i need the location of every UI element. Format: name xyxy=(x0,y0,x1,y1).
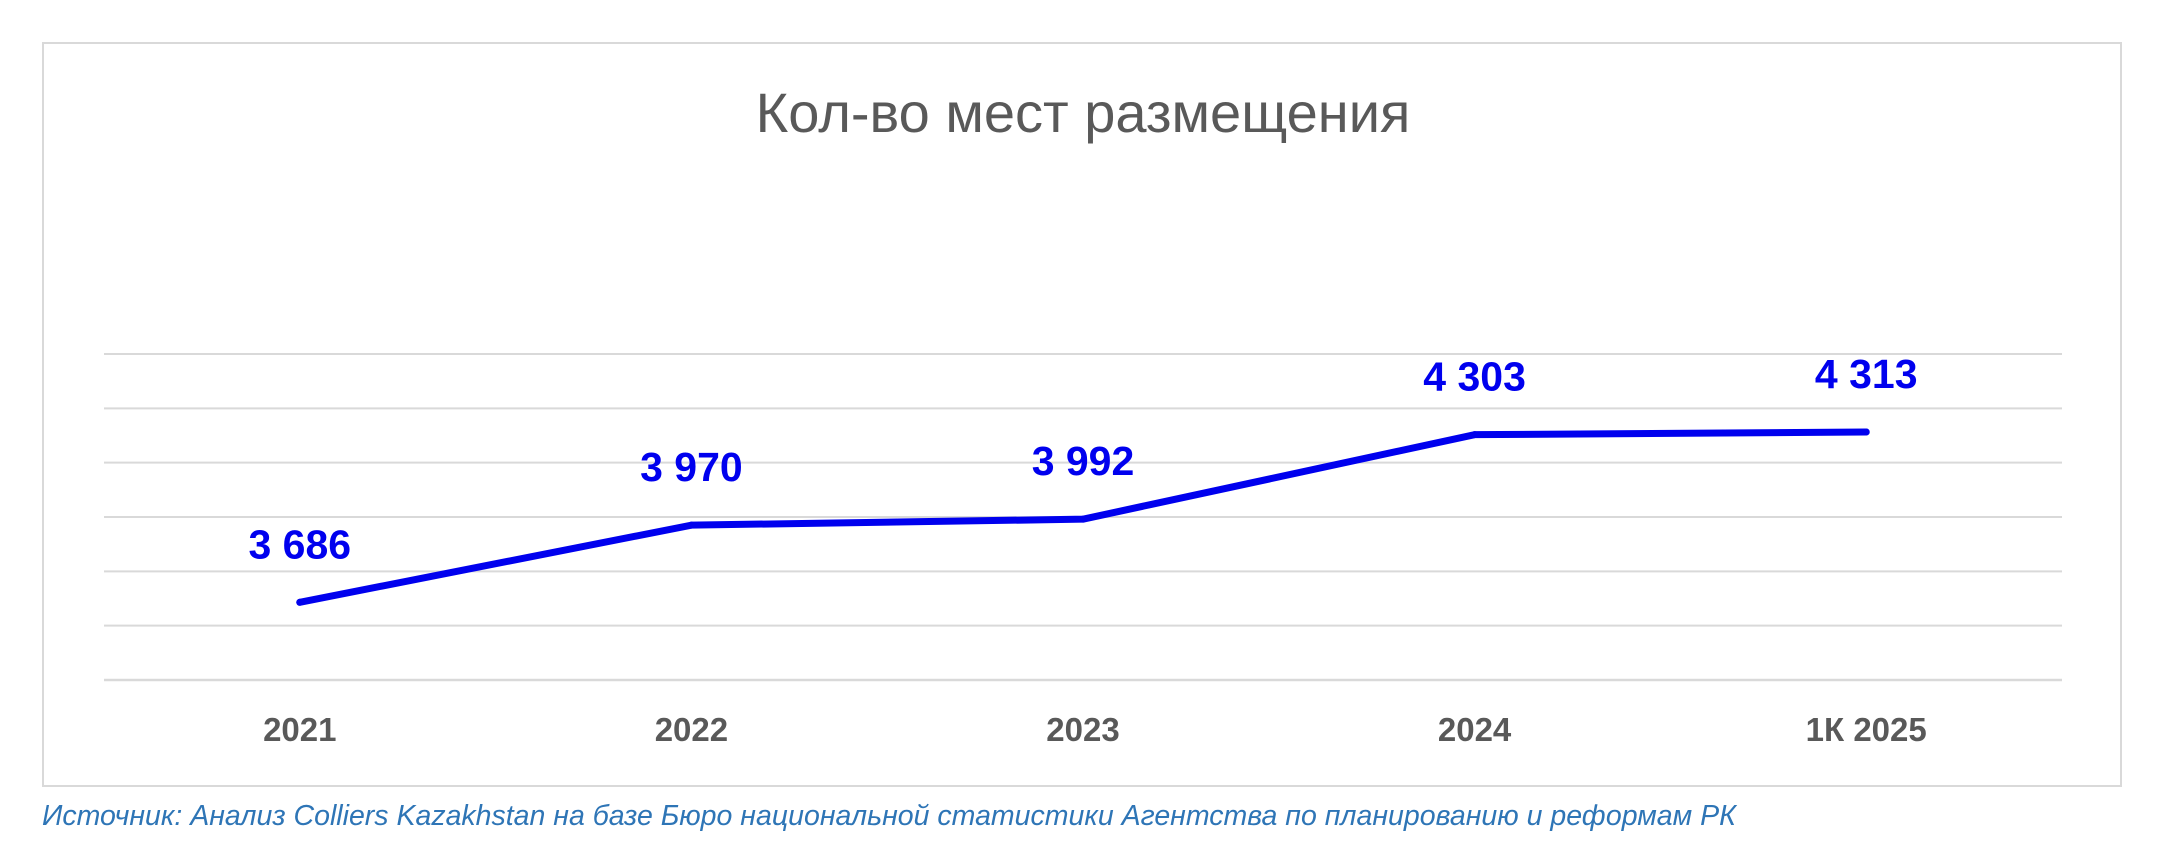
data-point xyxy=(296,598,304,606)
data-point xyxy=(1079,515,1087,523)
x-tick-label: 2022 xyxy=(655,711,728,748)
source-note: Источник: Анализ Colliers Kazakhstan на … xyxy=(42,800,1736,832)
chart-frame: Кол-во мест размещения 3 686 3 970 3 992 4 … xyxy=(42,42,2122,787)
x-tick-label: 2023 xyxy=(1046,711,1119,748)
x-tick-label: 2024 xyxy=(1438,711,1512,748)
line-chart: Кол-во мест размещения 3 686 3 970 3 992 4 … xyxy=(104,81,2062,748)
x-tick-label: 2021 xyxy=(263,711,336,748)
data-label: 3 992 xyxy=(1032,438,1135,484)
chart-title: Кол-во мест размещения xyxy=(756,81,1411,144)
data-label: 3 970 xyxy=(640,444,743,490)
data-label: 3 686 xyxy=(248,521,351,567)
x-tick-label: 1К 2025 xyxy=(1806,711,1927,748)
data-point xyxy=(1471,431,1479,439)
data-label: 4 303 xyxy=(1423,354,1526,400)
data-point xyxy=(1862,428,1870,436)
data-label: 4 313 xyxy=(1815,351,1918,397)
data-point xyxy=(687,521,695,529)
